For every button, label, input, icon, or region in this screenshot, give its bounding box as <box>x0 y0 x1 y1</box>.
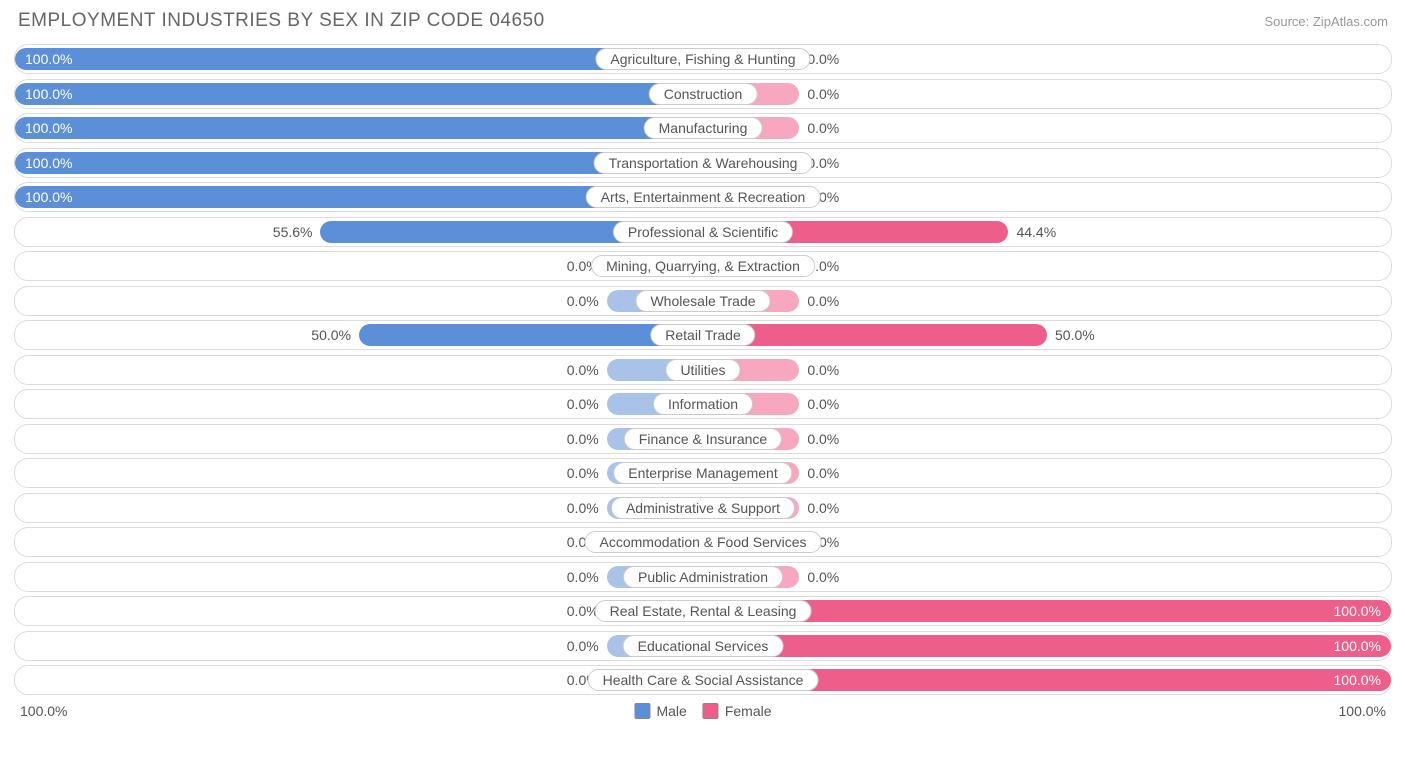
female-value: 0.0% <box>807 86 839 102</box>
chart-row: 0.0% 0.0% Enterprise Management <box>14 458 1392 488</box>
male-value: 0.0% <box>567 431 599 447</box>
male-value: 0.0% <box>567 569 599 585</box>
female-value: 0.0% <box>807 120 839 136</box>
category-label: Finance & Insurance <box>624 428 782 450</box>
chart-footer: 100.0% Male Female 100.0% <box>14 703 1392 719</box>
male-value: 50.0% <box>311 327 351 343</box>
female-value: 0.0% <box>807 431 839 447</box>
category-label: Public Administration <box>623 566 783 588</box>
male-value: 100.0% <box>25 155 72 171</box>
chart-row: 0.0%0.0%Mining, Quarrying, & Extraction <box>14 251 1392 281</box>
category-label: Wholesale Trade <box>635 290 770 312</box>
category-label: Information <box>653 393 753 415</box>
female-value: 100.0% <box>1334 603 1381 619</box>
female-value: 44.4% <box>1016 224 1056 240</box>
legend-label-male: Male <box>656 703 686 719</box>
female-bar <box>703 635 1391 657</box>
male-value: 0.0% <box>567 396 599 412</box>
chart-row: 0.0%0.0%Accommodation & Food Services <box>14 527 1392 557</box>
chart-row: 0.0% 0.0% Wholesale Trade <box>14 286 1392 316</box>
male-value: 100.0% <box>25 86 72 102</box>
female-value: 50.0% <box>1055 327 1095 343</box>
chart-source: Source: ZipAtlas.com <box>1264 14 1388 29</box>
category-label: Agriculture, Fishing & Hunting <box>595 48 810 70</box>
legend-item-male: Male <box>634 703 686 719</box>
male-bar <box>15 117 703 139</box>
chart-header: EMPLOYMENT INDUSTRIES BY SEX IN ZIP CODE… <box>14 10 1392 32</box>
category-label: Arts, Entertainment & Recreation <box>586 186 821 208</box>
category-label: Real Estate, Rental & Leasing <box>595 600 812 622</box>
chart-row: 50.0% 50.0% Retail Trade <box>14 320 1392 350</box>
category-label: Manufacturing <box>644 117 763 139</box>
category-label: Health Care & Social Assistance <box>588 669 819 691</box>
male-value: 100.0% <box>25 120 72 136</box>
chart-row: 100.0% 0.0%Agriculture, Fishing & Hunting <box>14 44 1392 74</box>
category-label: Accommodation & Food Services <box>585 531 822 553</box>
chart-row: 0.0% 0.0% Utilities <box>14 355 1392 385</box>
chart-row: 0.0%100.0%Real Estate, Rental & Leasing <box>14 596 1392 626</box>
female-value: 0.0% <box>807 396 839 412</box>
category-label: Transportation & Warehousing <box>594 152 813 174</box>
female-value: 100.0% <box>1334 672 1381 688</box>
legend-swatch-male <box>634 703 650 719</box>
chart-row: 100.0% 0.0% Manufacturing <box>14 113 1392 143</box>
chart-title: EMPLOYMENT INDUSTRIES BY SEX IN ZIP CODE… <box>18 10 545 32</box>
axis-label-right: 100.0% <box>1339 703 1386 719</box>
chart-row: 0.0%100.0%Health Care & Social Assistanc… <box>14 665 1392 695</box>
male-bar <box>15 83 703 105</box>
female-value: 0.0% <box>807 293 839 309</box>
diverging-bar-chart: 100.0%0.0%Agriculture, Fishing & Hunting… <box>14 44 1392 695</box>
male-value: 0.0% <box>567 293 599 309</box>
category-label: Professional & Scientific <box>613 221 793 243</box>
female-value: 0.0% <box>807 500 839 516</box>
chart-row: 100.0%0.0%Arts, Entertainment & Recreati… <box>14 182 1392 212</box>
female-value: 0.0% <box>807 465 839 481</box>
chart-row: 0.0% 100.0% Educational Services <box>14 631 1392 661</box>
category-label: Educational Services <box>623 635 784 657</box>
male-value: 0.0% <box>567 638 599 654</box>
chart-row: 100.0% 0.0% Construction <box>14 79 1392 109</box>
chart-row: 100.0%0.0%Transportation & Warehousing <box>14 148 1392 178</box>
chart-legend: Male Female <box>634 703 771 719</box>
chart-row: 0.0% 0.0% Information <box>14 389 1392 419</box>
category-label: Retail Trade <box>650 324 755 346</box>
male-value: 55.6% <box>273 224 313 240</box>
axis-label-left: 100.0% <box>20 703 67 719</box>
category-label: Mining, Quarrying, & Extraction <box>591 255 815 277</box>
male-value: 0.0% <box>567 362 599 378</box>
chart-row: 0.0% 0.0% Finance & Insurance <box>14 424 1392 454</box>
chart-row: 0.0% 0.0% Administrative & Support <box>14 493 1392 523</box>
legend-item-female: Female <box>703 703 772 719</box>
category-label: Utilities <box>665 359 740 381</box>
legend-label-female: Female <box>725 703 772 719</box>
female-value: 0.0% <box>807 51 839 67</box>
female-value: 0.0% <box>807 569 839 585</box>
male-value: 0.0% <box>567 500 599 516</box>
male-value: 100.0% <box>25 189 72 205</box>
male-value: 0.0% <box>567 465 599 481</box>
chart-row: 0.0% 0.0% Public Administration <box>14 562 1392 592</box>
male-value: 100.0% <box>25 51 72 67</box>
female-value: 0.0% <box>807 362 839 378</box>
female-value: 100.0% <box>1334 638 1381 654</box>
legend-swatch-female <box>703 703 719 719</box>
category-label: Administrative & Support <box>611 497 795 519</box>
category-label: Enterprise Management <box>613 462 792 484</box>
chart-row: 55.6% 44.4% Professional & Scientific <box>14 217 1392 247</box>
category-label: Construction <box>649 83 758 105</box>
